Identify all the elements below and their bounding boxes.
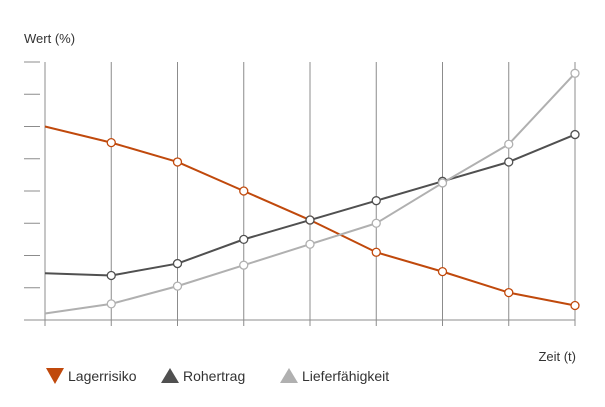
axes <box>24 61 575 321</box>
series-2 <box>44 68 580 315</box>
data-point-2-8 <box>570 68 580 78</box>
data-point-0-2 <box>172 157 183 167</box>
data-point-1-3 <box>239 234 249 245</box>
legend-marker-0 <box>46 368 64 384</box>
legend: Lagerrisiko Rohertrag Lieferfähigkeit <box>46 368 389 384</box>
data-point-2-4 <box>305 239 315 249</box>
series <box>44 68 580 315</box>
data-point-2-6 <box>437 178 448 188</box>
legend-marker-2 <box>280 368 298 383</box>
data-point-2-5 <box>371 218 381 228</box>
data-point-2-7 <box>504 139 514 149</box>
legend-item-1: Rohertrag <box>161 368 245 384</box>
data-point-1-7 <box>504 157 514 167</box>
data-point-0-5 <box>371 247 381 257</box>
legend-label-0: Lagerrisiko <box>68 368 137 384</box>
data-point-0-7 <box>504 287 514 298</box>
legend-item-2: Lieferfähigkeit <box>280 368 389 384</box>
data-point-1-2 <box>172 258 183 269</box>
data-point-0-8 <box>570 300 580 311</box>
legend-label-2: Lieferfähigkeit <box>302 368 389 384</box>
legend-item-0: Lagerrisiko <box>46 368 137 384</box>
x-axis-label: Zeit (t) <box>538 349 576 364</box>
legend-marker-1 <box>161 368 179 383</box>
y-axis-label: Wert (%) <box>24 31 75 46</box>
data-point-0-3 <box>239 186 249 196</box>
series-1 <box>44 129 580 281</box>
data-point-1-8 <box>570 129 580 140</box>
data-point-1-4 <box>305 215 315 225</box>
data-point-1-1 <box>106 270 116 281</box>
data-point-0-6 <box>437 266 448 277</box>
data-point-1-5 <box>371 196 381 206</box>
data-point-2-1 <box>106 299 116 309</box>
data-point-0-1 <box>106 137 116 148</box>
data-point-2-2 <box>172 281 183 291</box>
legend-label-1: Rohertrag <box>183 368 245 384</box>
grid <box>44 62 576 326</box>
data-point-2-3 <box>239 260 249 270</box>
